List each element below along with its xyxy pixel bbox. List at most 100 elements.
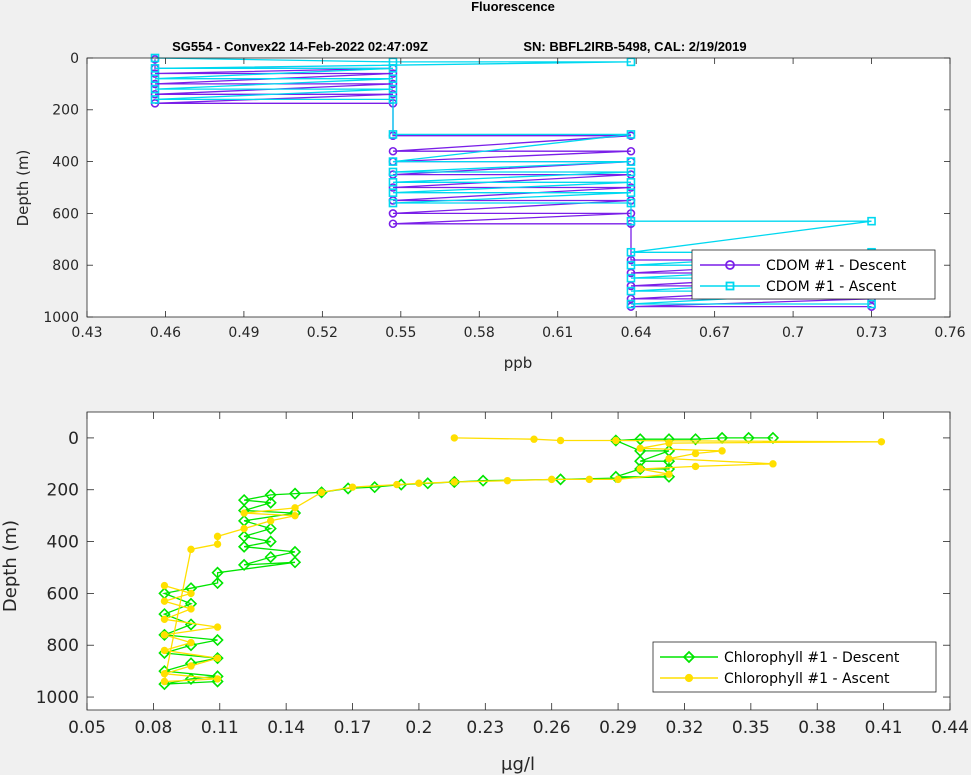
- data-point: [150, 89, 160, 99]
- data-point: [388, 178, 398, 187]
- data-point: [211, 576, 224, 590]
- data-point: [160, 597, 169, 605]
- y-axis: 0 200 400 600 800 1000: [36, 429, 950, 708]
- plot-frame: [86, 411, 951, 711]
- figure-subtitle-right: SN: BBFL2IRB-5498, CAL: 2/19/2019: [523, 39, 746, 54]
- legend-box: [652, 641, 937, 693]
- y-tick-label: 200: [47, 481, 79, 501]
- data-point: [450, 434, 459, 442]
- y-tick-label: 200: [52, 103, 79, 119]
- data-point: [213, 540, 222, 548]
- data-point: [626, 167, 636, 177]
- data-point: [388, 167, 398, 177]
- data-point: [150, 79, 160, 89]
- y-axis-label: Depth (m): [0, 520, 21, 612]
- x-tick-label: 0.46: [150, 325, 181, 341]
- x-tick-label: 0.58: [464, 325, 495, 341]
- data-point: [160, 646, 169, 655]
- data-point: [187, 662, 195, 670]
- data-point: [317, 488, 326, 497]
- data-point: [476, 474, 490, 487]
- data-point: [626, 286, 636, 296]
- data-point: [150, 74, 160, 84]
- data-point: [213, 532, 222, 541]
- data-point: [264, 496, 277, 509]
- data-point: [415, 479, 423, 487]
- data-point: [160, 670, 169, 678]
- x-tick-label: 0.05: [68, 718, 106, 738]
- data-point: [448, 475, 461, 489]
- x-tick-label: 0.64: [621, 325, 652, 341]
- x-tick-label: 0.67: [699, 325, 730, 341]
- data-point: [237, 540, 251, 553]
- y-tick-label: 400: [52, 155, 79, 171]
- data-point: [626, 157, 636, 166]
- data-point: [691, 449, 700, 458]
- data-point: [626, 260, 636, 270]
- data-point: [264, 522, 277, 535]
- data-point: [237, 558, 251, 572]
- data-point: [264, 550, 277, 564]
- data-point: [609, 434, 622, 447]
- data-point: [388, 157, 398, 166]
- x-tick-label: 0.38: [798, 718, 836, 738]
- data-point: [288, 487, 302, 500]
- data-point: [636, 444, 644, 452]
- data-point: [288, 556, 302, 569]
- data-point: [612, 436, 620, 445]
- y-tick-label: 800: [47, 636, 79, 656]
- data-point: [614, 475, 622, 484]
- x-tick-label: 0.76: [934, 325, 965, 341]
- x-tick-label: 0.32: [666, 718, 704, 738]
- x-tick-label: 0.7: [782, 325, 804, 341]
- x-tick-label: 0.35: [732, 718, 770, 738]
- legend-descent-label: CDOM #1 - Descent: [766, 258, 907, 274]
- data-point: [689, 433, 702, 446]
- data-point: [556, 436, 565, 445]
- x-tick-label: 0.61: [542, 325, 573, 341]
- data-point: [718, 447, 726, 455]
- x-axis-label: ppb: [504, 354, 533, 372]
- data-point: [634, 462, 647, 476]
- x-tick-label: 0.2: [405, 718, 432, 738]
- data-point: [636, 465, 644, 473]
- data-point: [150, 64, 160, 73]
- data-point: [388, 188, 398, 197]
- x-tick-label: 0.43: [71, 325, 102, 341]
- data-point: [626, 146, 636, 156]
- chlorophyll-chart: 0.05 0.08 0.11 0.14 0.17 0.2 0.23 0.26 0.29 0.32 0…: [0, 411, 969, 775]
- x-tick-label: 0.14: [267, 718, 305, 738]
- data-point: [388, 69, 398, 78]
- data-point: [769, 460, 777, 468]
- legend-descent-marker: [725, 260, 735, 270]
- x-tick-label: 0.49: [228, 325, 259, 341]
- data-point: [160, 615, 169, 624]
- data-point: [291, 511, 299, 520]
- data-point: [240, 524, 248, 533]
- data-point: [160, 631, 169, 639]
- figure-subtitle-left: SG554 - Convex22 14-Feb-2022 02:47:09Z: [172, 39, 428, 54]
- data-point: [877, 438, 886, 446]
- data-point: [634, 433, 647, 446]
- x-tick-label: 0.08: [134, 718, 172, 738]
- legend-descent-label: Chlorophyll #1 - Descent: [724, 650, 900, 666]
- data-point: [867, 216, 876, 226]
- y-tick-label: 1000: [36, 688, 79, 708]
- data-point: [388, 74, 398, 84]
- x-tick-label: 0.44: [931, 718, 969, 738]
- data-point: [388, 84, 398, 94]
- legend: Chlorophyll #1 - Descent Chlorophyll #1 …: [652, 641, 937, 693]
- data-point: [388, 95, 398, 104]
- data-point: [264, 535, 277, 548]
- legend-ascent-label: CDOM #1 - Ascent: [766, 279, 897, 295]
- data-point: [626, 273, 636, 283]
- data-point: [421, 477, 434, 490]
- legend-ascent-marker: [684, 673, 694, 683]
- data-point: [213, 675, 222, 683]
- x-tick-label: 0.41: [865, 718, 903, 738]
- data-point: [187, 638, 195, 647]
- data-point: [665, 454, 673, 463]
- data-point: [348, 483, 357, 491]
- data-point: [626, 247, 636, 257]
